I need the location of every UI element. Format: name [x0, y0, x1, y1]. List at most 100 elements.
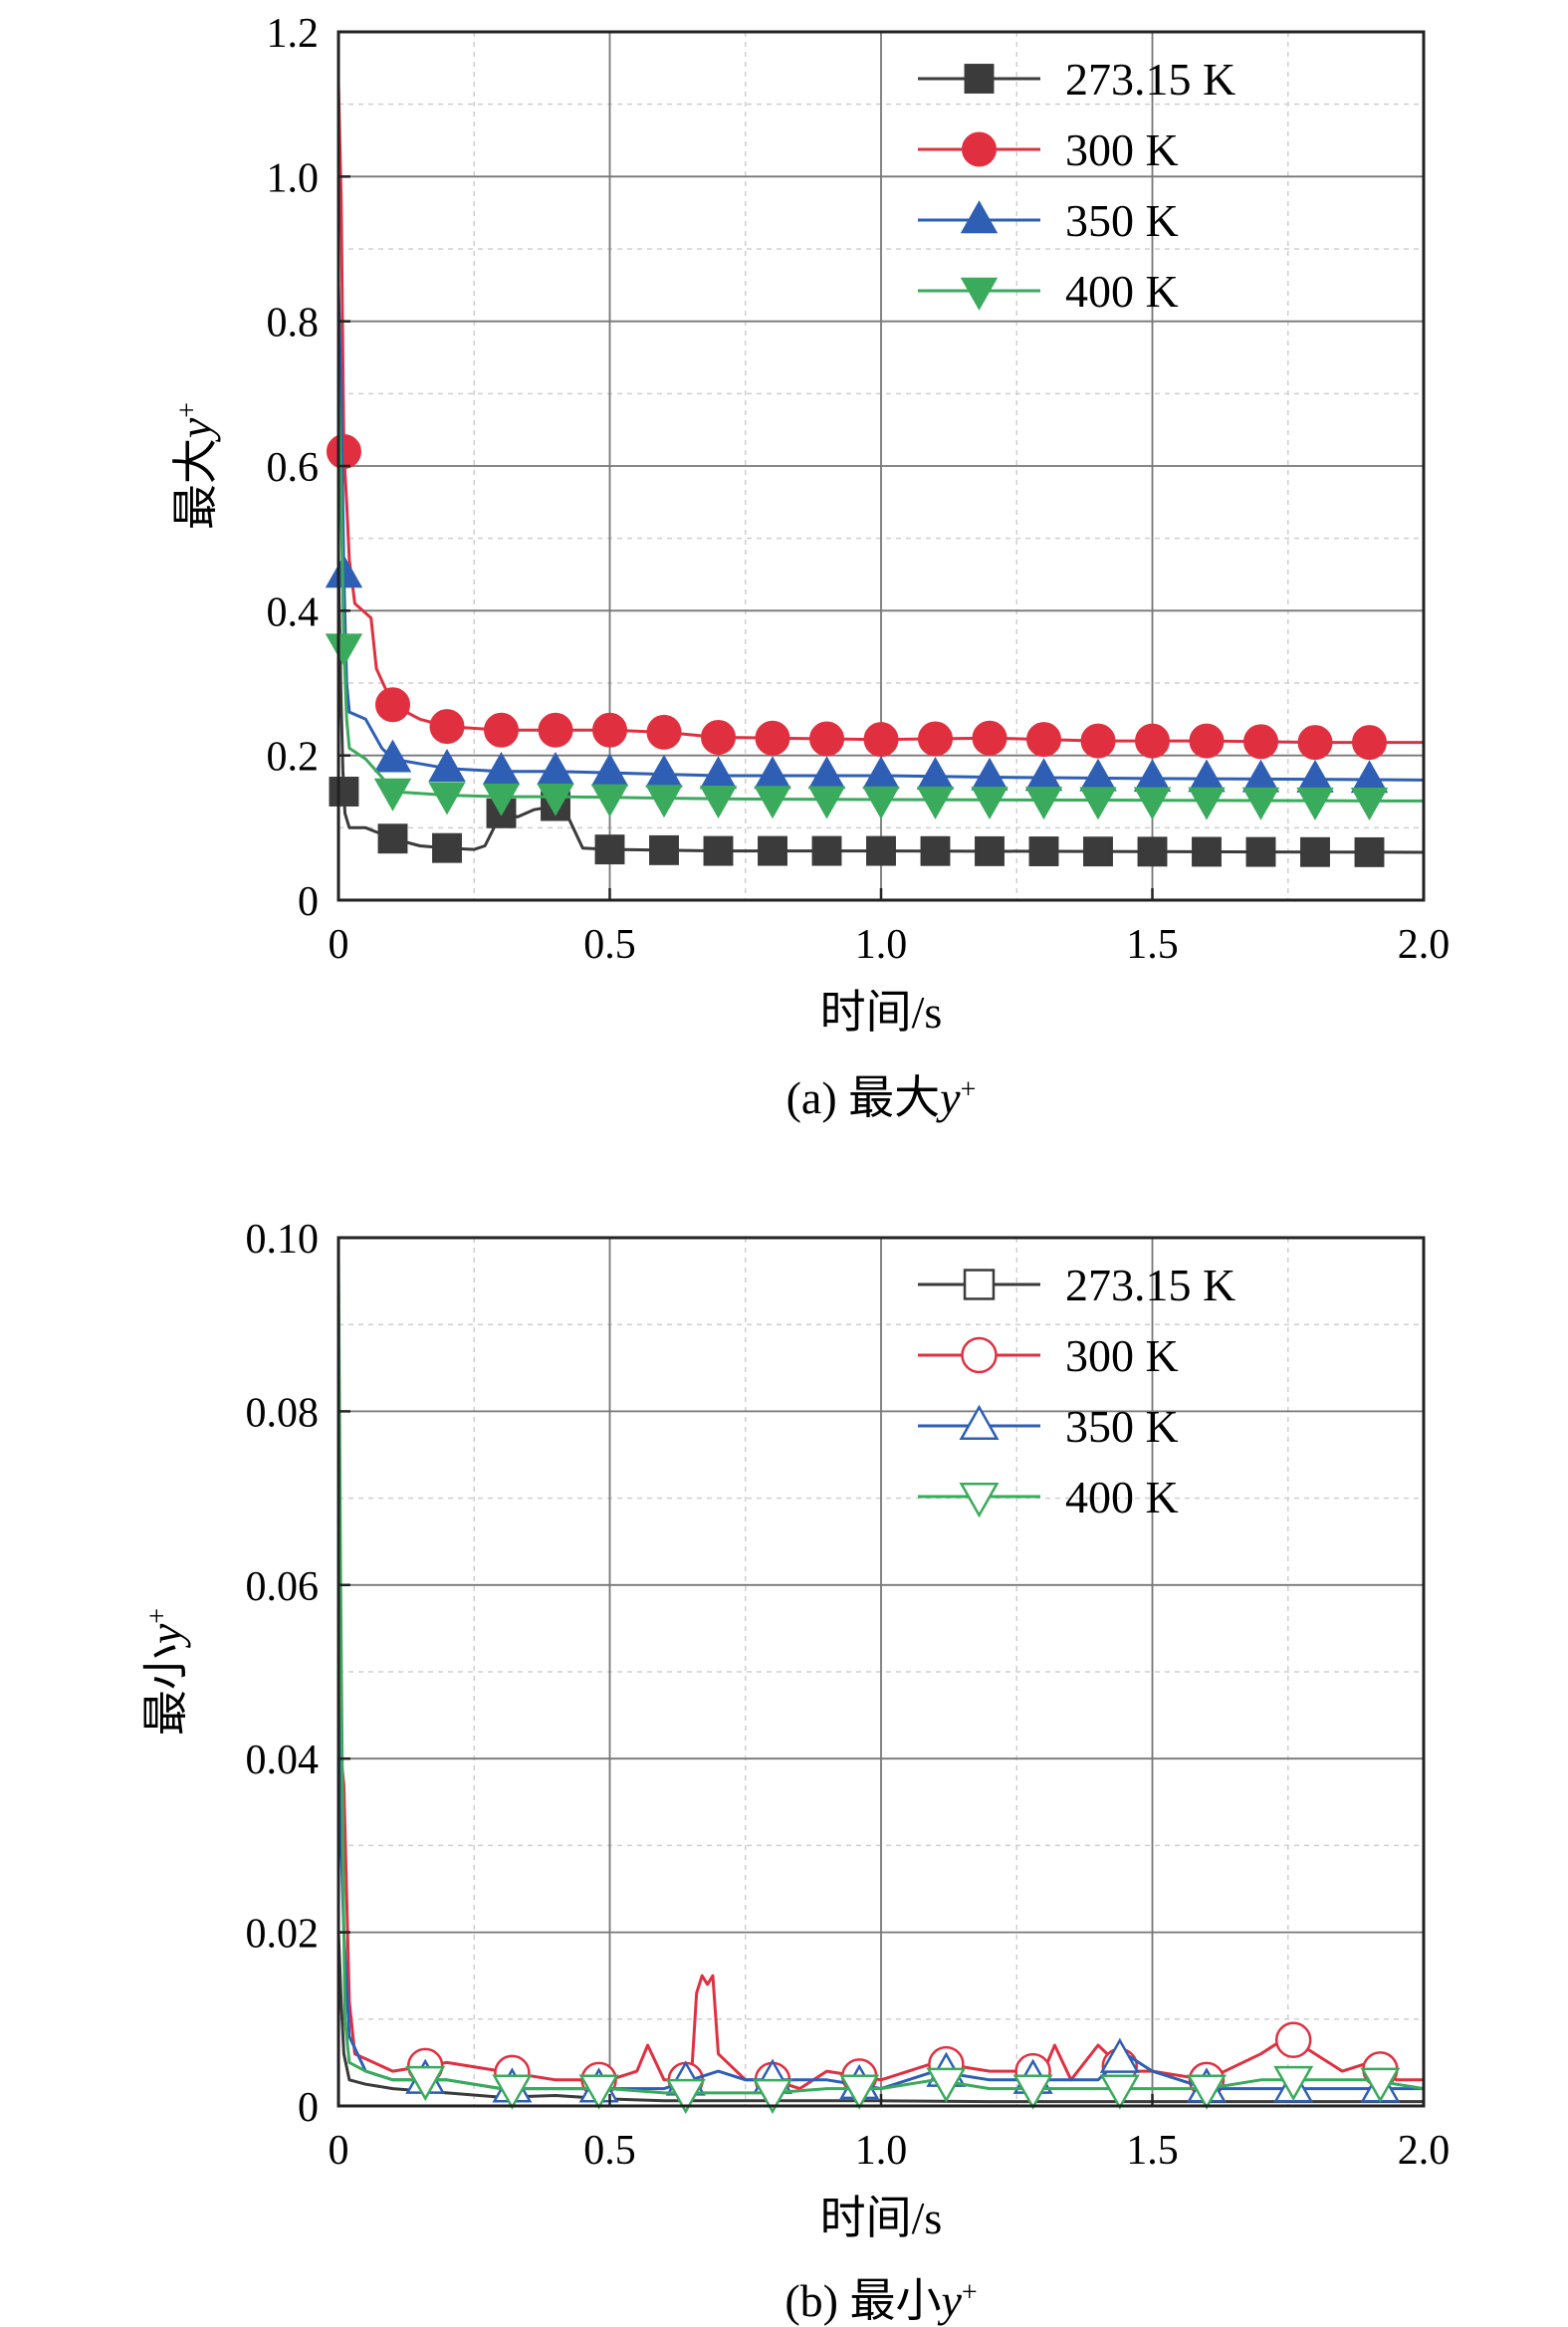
data-point-273-15-k: [377, 823, 408, 854]
data-point-400-k: [645, 785, 683, 818]
data-point-300-k: [375, 687, 410, 723]
data-point-300-k: [1274, 2021, 1312, 2058]
legend-label: 350 K: [1065, 1401, 1179, 1452]
data-point-300-k: [646, 714, 682, 750]
data-point-400-k: [1012, 2074, 1053, 2110]
y-tick-label: 0.04: [246, 1738, 320, 1783]
y-tick-label: 0.06: [246, 1564, 320, 1610]
data-point-273-15-k: [1354, 836, 1385, 867]
data-point-300-k: [701, 720, 736, 755]
data-point-300-k: [918, 721, 953, 757]
legend-entry-273-15-k: 273.15 K: [918, 54, 1235, 105]
data-point-350-k: [1099, 2037, 1140, 2073]
data-point-273-15-k: [1192, 836, 1222, 867]
legend-b: 273.15 K 300 K 350 K 400 K: [918, 1260, 1235, 1522]
legend-label: 273.15 K: [1065, 1260, 1235, 1310]
panel-a: 0 0.5 1.0 1.5 2.0 0 0.2 0.4 0.6 0.8 1.0 1.2 273.15 …: [170, 11, 1450, 1123]
x-tick-label: 2.0: [1398, 922, 1451, 968]
data-point-400-k: [405, 2065, 446, 2102]
data-point-273-15-k: [758, 835, 787, 866]
legend-entry-300-k: 300 K: [918, 1330, 1179, 1381]
panel-b: 0 0.5 1.0 1.5 2.0 0 0.02 0.04 0.06 0.08 0.10 273.1…: [140, 1217, 1450, 2326]
data-point-273-15-k: [1028, 836, 1059, 866]
grid-b: [338, 1238, 1424, 2106]
y-axis-title-b: 最小y+: [140, 1608, 191, 1736]
data-point-300-k: [1026, 722, 1061, 758]
data-point-400-k: [1079, 787, 1117, 820]
data-point-400-k: [1099, 2074, 1140, 2110]
data-point-400-k: [753, 2078, 792, 2115]
legend-marker: [961, 1336, 998, 1374]
ticks-a: 0 0.5 1.0 1.5 2.0 0 0.2 0.4 0.6 0.8 1.0 1.2: [267, 11, 1451, 968]
data-point-400-k: [1188, 787, 1226, 820]
data-point-300-k: [755, 720, 790, 756]
data-point-273-15-k: [866, 835, 896, 866]
y-tick-label: 0.02: [246, 1912, 320, 1958]
grid-a: [338, 32, 1424, 900]
data-point-300-k: [538, 712, 573, 748]
data-point-400-k: [590, 784, 629, 817]
x-tick-label: 0: [329, 2128, 349, 2174]
data-point-300-k: [809, 721, 844, 757]
x-tick-label: 1.0: [855, 2128, 908, 2174]
legend-label: 300 K: [1065, 1330, 1179, 1381]
data-point-300-k: [484, 712, 519, 748]
legend-entry-400-k: 400 K: [918, 1472, 1179, 1522]
y-axis-title-a: 最大y+: [170, 402, 221, 530]
data-point-300-k: [429, 709, 465, 745]
legend-marker: [962, 131, 997, 167]
data-point-400-k: [428, 782, 466, 815]
y-tick-label: 0: [298, 879, 319, 925]
data-point-400-k: [665, 2078, 706, 2115]
data-point-400-k: [537, 783, 574, 816]
y-tick-label: 0.10: [246, 1217, 320, 1263]
legend-label: 400 K: [1065, 1472, 1179, 1522]
legend-a: 273.15 K 300 K 350 K 400 K: [918, 54, 1235, 317]
data-point-300-k: [863, 722, 899, 758]
x-tick-label: 1.5: [1126, 2128, 1179, 2174]
series-line-350-k: [336, 285, 1425, 782]
data-point-400-k: [807, 786, 846, 819]
data-point-400-k: [1133, 787, 1172, 820]
x-tick-label: 2.0: [1398, 2128, 1451, 2174]
data-point-300-k: [1189, 723, 1225, 759]
y-tick-label: 0.6: [267, 445, 320, 491]
data-point-400-k: [482, 783, 521, 816]
x-tick-label: 1.5: [1126, 922, 1179, 968]
data-point-400-k: [1296, 787, 1334, 820]
x-tick-label: 0.5: [583, 922, 636, 968]
data-point-400-k: [926, 2067, 967, 2103]
series-line-273-15-k: [336, 1932, 1424, 2104]
y-tick-label: 0.2: [267, 735, 320, 781]
data-point-400-k: [578, 2074, 619, 2110]
data-point-273-15-k: [703, 835, 734, 866]
data-point-300-k: [972, 720, 1008, 756]
data-point-400-k: [916, 786, 955, 819]
series-b: [336, 1255, 1425, 2115]
ticks-b: 0 0.5 1.0 1.5 2.0 0 0.02 0.04 0.06 0.08 0.10: [246, 1217, 1451, 2174]
data-point-273-15-k: [1300, 836, 1330, 867]
legend-entry-400-k: 400 K: [918, 266, 1179, 317]
data-point-400-k: [1187, 2074, 1227, 2110]
data-point-300-k: [1080, 723, 1116, 759]
data-point-273-15-k: [920, 835, 951, 866]
data-point-400-k: [971, 787, 1008, 819]
legend-label: 400 K: [1065, 266, 1179, 317]
legend-label: 300 K: [1065, 124, 1179, 175]
x-tick-label: 1.0: [855, 922, 908, 968]
x-axis-title-b: 时间/s: [820, 2193, 943, 2243]
legend-entry-350-k: 350 K: [918, 195, 1179, 246]
series-a: [325, 82, 1425, 867]
caption-b: (b) 最小y+: [784, 2275, 977, 2326]
legend-entry-350-k: 350 K: [918, 1401, 1179, 1452]
y-tick-label: 0.4: [267, 589, 320, 635]
data-point-400-k: [373, 778, 412, 812]
y-tick-label: 0.8: [267, 301, 320, 347]
legend-marker: [964, 64, 995, 94]
data-point-400-k: [754, 786, 791, 819]
data-point-273-15-k: [1137, 836, 1168, 867]
caption-a: (a) 最大y+: [786, 1072, 977, 1123]
data-point-300-k: [592, 712, 627, 748]
legend-entry-273-15-k: 273.15 K: [918, 1260, 1235, 1310]
data-point-400-k: [1360, 2067, 1401, 2103]
